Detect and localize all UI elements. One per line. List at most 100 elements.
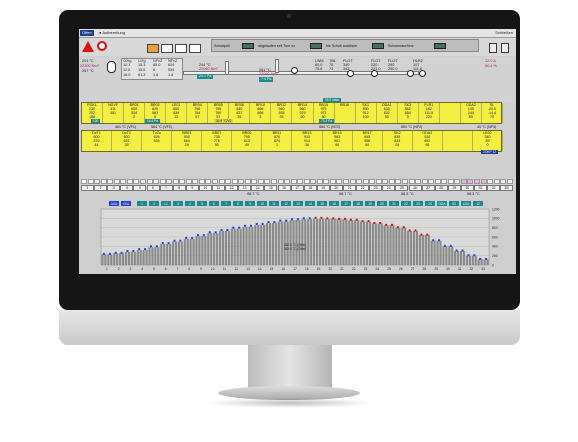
indicator-square[interactable] xyxy=(290,179,297,184)
indicator-square[interactable] xyxy=(356,179,363,184)
zone-number-cell[interactable]: 27 xyxy=(421,185,435,191)
indicator-square[interactable] xyxy=(375,179,382,184)
indicator-square[interactable] xyxy=(408,179,415,184)
zone-number-cell[interactable]: 2 xyxy=(94,185,108,191)
indicator-square[interactable] xyxy=(100,179,107,184)
zone-number-cell[interactable]: 14 xyxy=(251,185,265,191)
zone-number-cell[interactable]: 21 xyxy=(343,185,356,191)
indicator-square[interactable] xyxy=(218,179,225,184)
zone-number-cell[interactable]: 6 xyxy=(146,185,160,191)
zone-number-cell[interactable]: 8 xyxy=(172,185,186,191)
zone-number-cell[interactable]: 4 xyxy=(120,185,134,191)
indicator-square[interactable] xyxy=(277,179,284,184)
indicator-square[interactable] xyxy=(362,179,369,184)
indicator-square[interactable] xyxy=(297,179,304,184)
indicator-square[interactable] xyxy=(460,179,467,184)
indicator-square[interactable] xyxy=(133,179,140,184)
zone-number-cell[interactable]: 20 xyxy=(329,185,343,191)
zone-number-cell[interactable]: 10 xyxy=(198,185,212,191)
zone-number-cell[interactable]: 11 xyxy=(212,185,225,191)
zone-number-cell[interactable]: 25 xyxy=(395,185,409,191)
indicator-square[interactable] xyxy=(454,179,461,184)
indicator-square[interactable] xyxy=(185,179,192,184)
machine-icon[interactable] xyxy=(147,44,159,53)
indicator-square[interactable] xyxy=(81,179,87,184)
indicator-square[interactable] xyxy=(369,179,376,184)
indicator-square[interactable] xyxy=(257,179,264,184)
indicator-square[interactable] xyxy=(238,179,245,184)
indicator-square[interactable] xyxy=(441,179,448,184)
indicator-square[interactable] xyxy=(303,179,310,184)
valve-gauge-1[interactable] xyxy=(291,67,298,74)
conveyor-icon-3[interactable] xyxy=(189,44,201,53)
control-button-1[interactable] xyxy=(242,43,254,49)
indicator-square[interactable] xyxy=(172,179,179,184)
indicator-square[interactable] xyxy=(434,179,441,184)
indicator-square[interactable] xyxy=(264,179,271,184)
zone-number-cell[interactable]: 13 xyxy=(238,185,252,191)
indicator-square[interactable] xyxy=(225,179,232,184)
zone-number-cell[interactable]: 7 xyxy=(159,185,173,191)
warning-icon[interactable] xyxy=(82,41,94,52)
refresh-icon[interactable] xyxy=(501,43,509,53)
zone-number-cell[interactable]: 17 xyxy=(290,185,304,191)
zone-number-cell[interactable]: 26 xyxy=(408,185,422,191)
tab-aufbereitung[interactable]: ● Aufbereitung xyxy=(99,30,125,36)
zone-number-cell[interactable]: 15 xyxy=(264,185,278,191)
indicator-square[interactable] xyxy=(329,179,336,184)
zone-number-cell[interactable]: 12 xyxy=(225,185,239,191)
indicator-square[interactable] xyxy=(87,179,94,184)
conveyor-icon-2[interactable] xyxy=(175,44,187,53)
indicator-square[interactable] xyxy=(270,179,277,184)
conveyor-icon-1[interactable] xyxy=(161,44,173,53)
indicator-square[interactable] xyxy=(343,179,349,184)
indicator-square[interactable] xyxy=(159,179,166,184)
fan-gauge-icon[interactable] xyxy=(107,61,116,73)
zone-number-cell[interactable]: 24 xyxy=(382,185,396,191)
indicator-square[interactable] xyxy=(474,179,480,184)
indicator-square[interactable] xyxy=(336,179,343,184)
control-button-2[interactable] xyxy=(310,43,322,49)
indicator-square[interactable] xyxy=(415,179,422,184)
indicator-square[interactable] xyxy=(166,179,173,184)
status-button[interactable]: Offen xyxy=(80,30,94,36)
indicator-square[interactable] xyxy=(506,179,513,184)
indicator-square[interactable] xyxy=(153,179,160,184)
zone-number-cell[interactable]: 18 xyxy=(303,185,317,191)
indicator-square[interactable] xyxy=(126,179,133,184)
indicator-square[interactable] xyxy=(113,179,120,184)
zone-number-cell[interactable]: 3 xyxy=(107,185,121,191)
indicator-square[interactable] xyxy=(382,179,389,184)
indicator-square[interactable] xyxy=(244,179,251,184)
indicator-square[interactable] xyxy=(447,179,454,184)
zone-number-cell[interactable]: 29 xyxy=(447,185,461,191)
indicator-square[interactable] xyxy=(316,179,323,184)
valve-gauge-5[interactable] xyxy=(419,70,426,77)
indicator-square[interactable] xyxy=(500,179,507,184)
zone-number-cell[interactable]: 9 xyxy=(185,185,199,191)
indicator-square[interactable] xyxy=(428,179,435,184)
valve-gauge-4[interactable] xyxy=(407,70,414,77)
zone-number-cell[interactable]: 5 xyxy=(133,185,147,191)
zone-number-cell[interactable]: 16 xyxy=(277,185,291,191)
indicator-square[interactable] xyxy=(251,179,258,184)
indicator-square[interactable] xyxy=(192,179,199,184)
zone-number-cell[interactable]: 22 xyxy=(356,185,370,191)
control-button-4[interactable] xyxy=(434,43,446,49)
indicator-square[interactable] xyxy=(388,179,395,184)
indicator-square[interactable] xyxy=(467,179,474,184)
zone-number-cell[interactable]: 31 xyxy=(474,185,487,191)
zone-number-cell[interactable]: 23 xyxy=(369,185,383,191)
indicator-square[interactable] xyxy=(310,179,317,184)
valve-gauge-2[interactable] xyxy=(347,70,354,77)
zone-number-cell[interactable]: 33 xyxy=(500,185,514,191)
zone-number-cell[interactable]: 28 xyxy=(434,185,448,191)
indicator-square[interactable] xyxy=(120,179,127,184)
indicator-square[interactable] xyxy=(493,179,500,184)
indicator-square[interactable] xyxy=(480,179,487,184)
indicator-square[interactable] xyxy=(349,179,356,184)
indicator-square[interactable] xyxy=(94,179,101,184)
zone-number-cell[interactable]: 1 xyxy=(81,185,94,191)
indicator-square[interactable] xyxy=(198,179,205,184)
close-button[interactable]: Schließen xyxy=(495,30,513,35)
